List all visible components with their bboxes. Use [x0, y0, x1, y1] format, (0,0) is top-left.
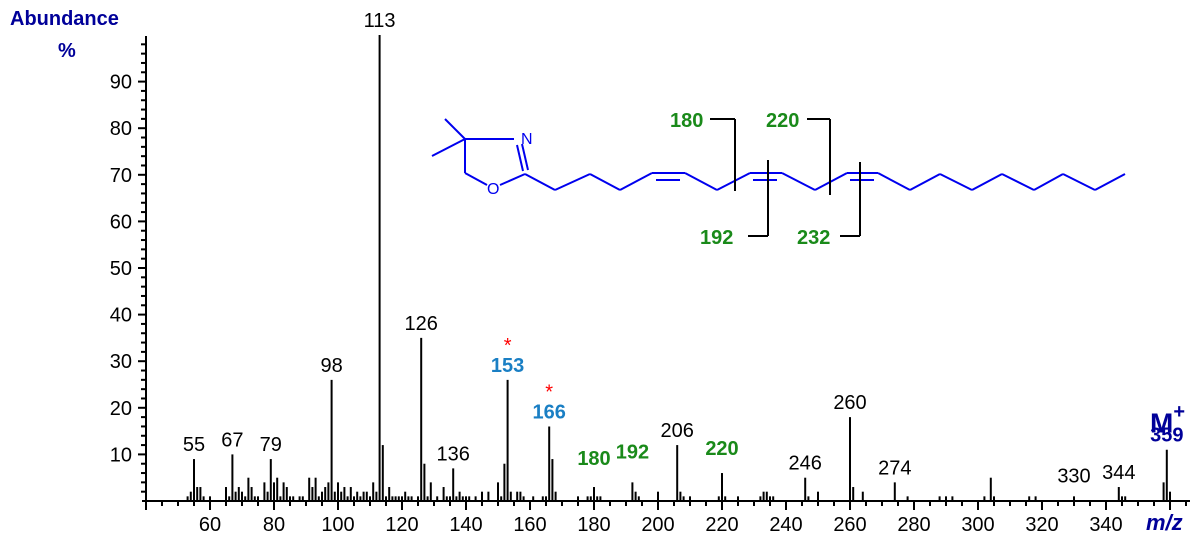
y-tick-label: 90	[110, 72, 132, 94]
x-tick-label: 100	[321, 514, 354, 536]
x-tick-label: 220	[705, 514, 738, 536]
peak-label: 79	[260, 434, 282, 456]
cleavage-label-192: 192	[700, 227, 733, 249]
bond	[444, 118, 466, 140]
x-axis-title: m/z	[1146, 510, 1183, 535]
bond	[589, 173, 621, 191]
cleavage-label-220: 220	[766, 110, 799, 132]
peak-label: 67	[221, 429, 243, 451]
molecular-ion-label: M+	[1150, 401, 1185, 439]
asterisk-marker: *	[545, 381, 553, 403]
bond	[781, 172, 816, 191]
asterisk-marker: *	[504, 335, 512, 357]
peak-label: 98	[320, 355, 342, 377]
x-tick-label: 200	[641, 514, 674, 536]
x-tick-label: 80	[263, 514, 285, 536]
y-tick-label: 50	[110, 258, 132, 280]
x-tick-label: 240	[769, 514, 802, 536]
peak-label: 330	[1057, 465, 1090, 487]
peak-label: 274	[878, 457, 911, 479]
bond	[464, 172, 488, 186]
x-tick-label: 260	[833, 514, 866, 536]
y-tick-label: 40	[110, 305, 132, 327]
x-tick-label: 320	[1025, 514, 1058, 536]
atom-N: N	[521, 131, 533, 148]
peak-label: 359	[1150, 425, 1183, 447]
x-tick-label: 180	[577, 514, 610, 536]
y-tick-label: 10	[110, 444, 132, 466]
bond	[516, 144, 524, 172]
bond	[716, 172, 751, 191]
x-tick-label: 300	[961, 514, 994, 536]
y-axis-title: Abundance	[10, 8, 119, 30]
bond	[1094, 173, 1126, 191]
peak-label: 153	[491, 355, 524, 377]
bond	[909, 173, 941, 191]
bond	[619, 172, 653, 191]
x-tick-label: 280	[897, 514, 930, 536]
bond	[554, 173, 591, 191]
molecular-ion-symbol: M	[1150, 407, 1174, 439]
peak-label: 166	[533, 401, 566, 423]
x-tick-label: 120	[385, 514, 418, 536]
peak-label: 136	[437, 443, 470, 465]
x-tick-label: 60	[199, 514, 221, 536]
bond	[1001, 173, 1035, 191]
y-tick-label: 80	[110, 118, 132, 140]
cleavage-label-180: 180	[670, 110, 703, 132]
peak-label: 113	[364, 10, 396, 32]
x-tick-label: 140	[449, 514, 482, 536]
peak-label: 55	[183, 434, 205, 456]
peak-label: 220	[705, 438, 738, 460]
bond	[971, 173, 1003, 191]
bond	[499, 173, 526, 186]
bond	[939, 173, 973, 191]
bond	[524, 173, 556, 191]
bond	[684, 172, 718, 191]
y-axis-unit: %	[58, 40, 76, 62]
y-tick-label: 30	[110, 351, 132, 373]
axes: 10 20 30 40 50 60 70 80 90 60 80 100 120 140 160 180 200…	[110, 36, 1190, 536]
cleavage-label-232: 232	[797, 227, 830, 249]
peak-label: 126	[405, 313, 438, 335]
atom-O: O	[487, 181, 499, 198]
peak-label: 192	[616, 441, 649, 463]
bond	[1062, 173, 1096, 191]
x-tick-label: 340	[1089, 514, 1122, 536]
peak-label: 344	[1102, 462, 1135, 484]
bond	[521, 143, 529, 171]
peak-label: 260	[833, 392, 866, 414]
peak-bars	[186, 35, 1171, 501]
molecular-ion-charge: +	[1173, 401, 1186, 423]
molecular-structure: N O 180 220 192 232	[431, 110, 1126, 249]
bond	[431, 138, 466, 157]
y-tick-label: 60	[110, 211, 132, 233]
bond	[1033, 173, 1064, 191]
peak-label: 246	[789, 453, 822, 475]
x-tick-label: 160	[513, 514, 546, 536]
peak-label: 180	[577, 448, 610, 470]
peak-label: 206	[661, 420, 694, 442]
y-tick-label: 20	[110, 398, 132, 420]
y-tick-label: 70	[110, 165, 132, 187]
bond	[877, 172, 911, 191]
